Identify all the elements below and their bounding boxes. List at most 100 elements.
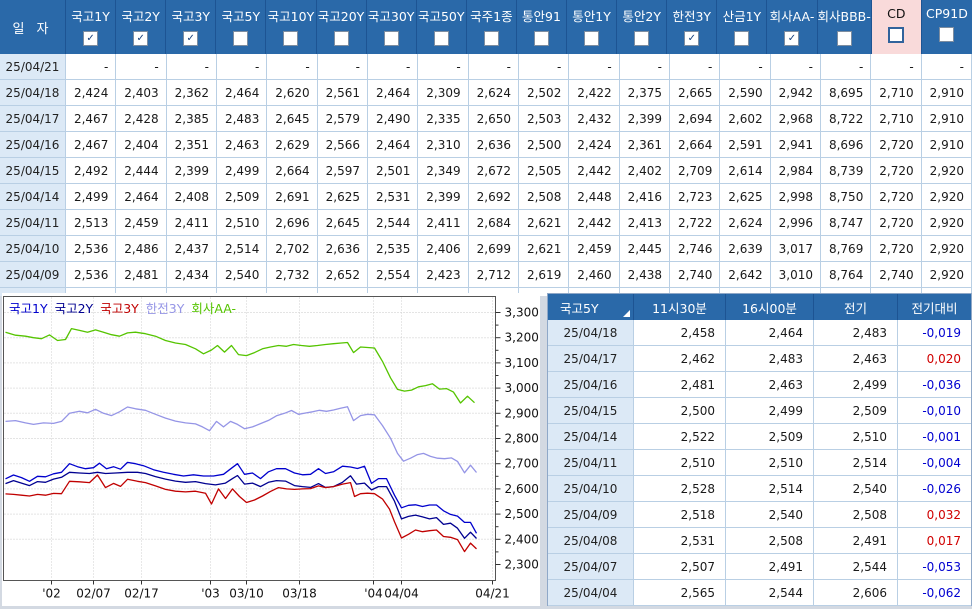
detail-column-1130[interactable]: 11시30분 — [634, 294, 726, 320]
yield-value-cell[interactable]: 2,434 — [166, 262, 217, 288]
yield-value-cell[interactable]: 2,642 — [720, 262, 771, 288]
yield-value-cell[interactable]: 8,764 — [820, 262, 872, 288]
yield-value-cell[interactable]: 2,464 — [367, 80, 419, 106]
detail-column-1600[interactable]: 16시00분 — [726, 294, 814, 320]
row-date-cell[interactable]: 25/04/16 — [0, 132, 66, 158]
yield-value-cell[interactable]: 2,710 — [871, 106, 922, 132]
yield-value-cell[interactable]: 2,544 — [367, 210, 419, 236]
yield-value-cell[interactable]: 2,309 — [418, 80, 469, 106]
yield-value-cell[interactable]: 2,722 — [669, 210, 721, 236]
detail-table-row[interactable]: 25/04/07 2,507 2,491 2,544 -0,053 — [548, 554, 971, 580]
yield-value-cell[interactable]: - — [116, 54, 167, 80]
column-checkbox-국주1종[interactable] — [483, 31, 499, 46]
value-1600-cell[interactable]: 2,491 — [726, 554, 814, 580]
detail-table-row[interactable]: 25/04/18 2,458 2,464 2,483 -0,019 — [548, 320, 971, 346]
value-prev-cell[interactable]: 2,514 — [814, 450, 898, 476]
column-header-통안1Y[interactable]: 통안1Y — [567, 0, 618, 54]
yield-value-cell[interactable]: 2,502 — [518, 80, 570, 106]
value-1600-cell[interactable]: 2,463 — [726, 372, 814, 398]
yield-value-cell[interactable]: 2,723 — [669, 184, 721, 210]
yield-value-cell[interactable]: 2,561 — [317, 80, 368, 106]
yield-value-cell[interactable]: 8,750 — [820, 184, 872, 210]
yield-value-cell[interactable]: 2,399 — [619, 106, 670, 132]
column-checkbox-통안2Y[interactable] — [634, 31, 650, 46]
row-date-cell[interactable]: 25/04/18 — [0, 80, 66, 106]
value-prev-cell[interactable]: 2,510 — [814, 424, 898, 450]
column-checkbox-CD[interactable] — [888, 27, 905, 43]
yield-value-cell[interactable]: 2,672 — [468, 158, 519, 184]
detail-table-row[interactable]: 25/04/15 2,500 2,499 2,509 -0,010 — [548, 398, 971, 424]
yield-value-cell[interactable]: 2,720 — [871, 158, 922, 184]
yield-value-cell[interactable]: 2,411 — [166, 210, 217, 236]
yield-value-cell[interactable]: 2,998 — [770, 184, 821, 210]
column-header-국고30Y[interactable]: 국고30Y — [367, 0, 417, 54]
yield-value-cell[interactable]: - — [921, 54, 972, 80]
value-1600-cell[interactable]: 2,508 — [726, 528, 814, 554]
value-1600-cell[interactable]: 2,510 — [726, 450, 814, 476]
yield-value-cell[interactable]: 2,536 — [66, 262, 117, 288]
yield-value-cell[interactable]: 2,920 — [921, 236, 972, 262]
yield-value-cell[interactable]: 2,438 — [619, 262, 670, 288]
column-checkbox-국고30Y[interactable] — [383, 31, 399, 46]
yield-value-cell[interactable]: 2,664 — [267, 158, 318, 184]
column-header-국고50Y[interactable]: 국고50Y — [417, 0, 467, 54]
yield-value-cell[interactable]: 2,620 — [267, 80, 318, 106]
value-1130-cell[interactable]: 2,500 — [634, 398, 726, 424]
yield-value-cell[interactable]: - — [619, 54, 670, 80]
yield-value-cell[interactable]: 2,404 — [116, 132, 167, 158]
yield-value-cell[interactable]: 2,684 — [468, 210, 519, 236]
yield-value-cell[interactable]: 2,696 — [267, 210, 318, 236]
table-row[interactable]: 25/04/15 2,492 2,444 2,399 2,499 2,664 2,597 2,… — [0, 158, 972, 184]
detail-date-cell[interactable]: 25/04/07 — [548, 554, 634, 580]
yield-value-cell[interactable]: 2,463 — [216, 132, 268, 158]
value-prev-cell[interactable]: 2,509 — [814, 398, 898, 424]
value-1130-cell[interactable]: 2,510 — [634, 450, 726, 476]
column-checkbox-국고20Y[interactable] — [333, 31, 349, 46]
column-header-국고1Y[interactable]: 국고1Y ✓ — [66, 0, 117, 54]
value-diff-cell[interactable]: 0,032 — [898, 502, 971, 528]
yield-value-cell[interactable]: 2,720 — [871, 132, 922, 158]
yield-value-cell[interactable]: - — [166, 54, 217, 80]
yield-value-cell[interactable]: 2,335 — [418, 106, 469, 132]
column-checkbox-CP91D[interactable] — [939, 27, 955, 42]
yield-trend-chart[interactable]: 국고1Y 국고2Y 국고3Y 한전3Y 회사AA- 2,300 2,400 2,500 2,6… — [2, 293, 540, 606]
table-row[interactable]: 25/04/14 2,499 2,464 2,408 2,509 2,691 2,625 2,… — [0, 184, 972, 210]
column-header-국고2Y[interactable]: 국고2Y ✓ — [116, 0, 167, 54]
column-header-통안2Y[interactable]: 통안2Y — [617, 0, 668, 54]
yield-value-cell[interactable]: 2,910 — [921, 106, 972, 132]
yield-value-cell[interactable]: 2,591 — [720, 132, 771, 158]
yield-value-cell[interactable]: 2,645 — [317, 210, 368, 236]
row-date-cell[interactable]: 25/04/09 — [0, 262, 66, 288]
yield-value-cell[interactable]: 2,920 — [921, 184, 972, 210]
yield-value-cell[interactable]: 2,402 — [619, 158, 670, 184]
detail-date-cell[interactable]: 25/04/18 — [548, 320, 634, 346]
value-1130-cell[interactable]: 2,522 — [634, 424, 726, 450]
yield-value-cell[interactable]: 2,501 — [367, 158, 419, 184]
value-diff-cell[interactable]: -0,010 — [898, 398, 971, 424]
yield-value-cell[interactable]: 3,010 — [770, 262, 821, 288]
column-checkbox-회사AA-[interactable]: ✓ — [784, 31, 800, 46]
column-checkbox-통안91[interactable] — [533, 31, 549, 46]
yield-value-cell[interactable]: 2,910 — [921, 132, 972, 158]
value-diff-cell[interactable]: 0,020 — [898, 346, 971, 372]
yield-value-cell[interactable]: 2,459 — [116, 210, 167, 236]
value-1130-cell[interactable]: 2,481 — [634, 372, 726, 398]
yield-value-cell[interactable]: - — [216, 54, 268, 80]
yield-value-cell[interactable]: 2,602 — [720, 106, 771, 132]
row-date-cell[interactable]: 25/04/21 — [0, 54, 66, 80]
yield-value-cell[interactable]: 2,720 — [871, 184, 922, 210]
yield-value-cell[interactable]: 2,746 — [669, 236, 721, 262]
yield-value-cell[interactable]: 2,984 — [770, 158, 821, 184]
value-diff-cell[interactable]: -0,019 — [898, 320, 971, 346]
value-1600-cell[interactable]: 2,514 — [726, 476, 814, 502]
yield-value-cell[interactable]: 2,624 — [468, 80, 519, 106]
yield-value-cell[interactable]: 2,464 — [216, 80, 268, 106]
yield-value-cell[interactable]: - — [569, 54, 620, 80]
yield-value-cell[interactable]: 2,413 — [619, 210, 670, 236]
column-checkbox-국고2Y[interactable]: ✓ — [133, 31, 149, 46]
value-prev-cell[interactable]: 2,540 — [814, 476, 898, 502]
column-checkbox-국고5Y[interactable] — [233, 31, 249, 46]
detail-table-row[interactable]: 25/04/14 2,522 2,509 2,510 -0,001 — [548, 424, 971, 450]
yield-value-cell[interactable]: 2,665 — [669, 80, 721, 106]
yield-value-cell[interactable]: 2,625 — [317, 184, 368, 210]
